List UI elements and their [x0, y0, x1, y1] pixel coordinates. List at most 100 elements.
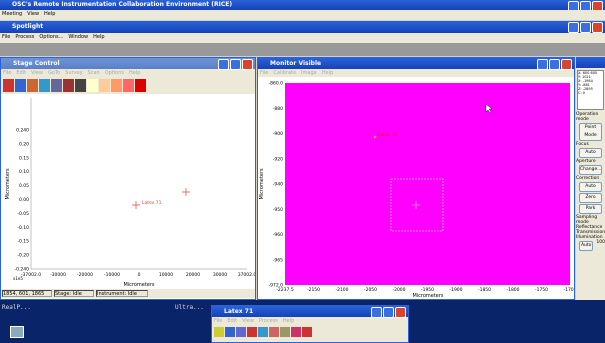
button[interactable]: Park	[579, 204, 602, 214]
button[interactable]: Auto	[579, 148, 602, 158]
readout-line: Y: -881	[578, 83, 590, 87]
menu-item[interactable]: File	[3, 70, 12, 76]
menu-item[interactable]: Meeting	[2, 11, 23, 17]
menu-item[interactable]: Calibrate	[273, 70, 297, 76]
menu-item[interactable]: Scan	[87, 70, 100, 76]
menu-item[interactable]: Help	[93, 34, 105, 40]
label: Sampling mode	[576, 215, 598, 225]
y-tick-label: -972.0	[268, 283, 283, 289]
close[interactable]	[592, 22, 603, 33]
button[interactable]: Auto	[579, 241, 594, 251]
x-scale: x1e5	[13, 276, 23, 281]
stage-title: Stage Control	[13, 60, 60, 67]
stage-titlebar: Stage Control	[1, 58, 255, 70]
close[interactable]	[242, 59, 253, 70]
y-tick-label: -0.05	[17, 211, 29, 217]
label: Focus	[576, 142, 589, 147]
x-tick-label: -2150	[307, 287, 320, 293]
readout-line: X: 600.600	[578, 71, 598, 75]
y-tick-label: -940	[273, 182, 283, 188]
menu-item[interactable]: Window	[68, 34, 89, 40]
window-buttons	[568, 1, 603, 10]
button[interactable]: Zero	[579, 193, 602, 203]
x-tick-label: -1950	[421, 287, 434, 293]
app-titlebar: OSC's Remote Instrumentation Collaborati…	[0, 0, 605, 10]
image	[285, 83, 570, 285]
menu-item[interactable]: Help	[129, 70, 141, 76]
y-tick-label: 0.20	[19, 141, 29, 147]
menu-item[interactable]: File	[214, 318, 223, 324]
menu-item[interactable]: Options...	[39, 34, 64, 40]
dropdown[interactable]: Point Mode	[579, 123, 602, 141]
menu-item[interactable]: Survey	[65, 70, 83, 76]
label: Correction	[576, 176, 600, 181]
latex-menu: File Edit View Process Help	[212, 317, 408, 325]
value: 100	[596, 240, 605, 245]
menu-item[interactable]: Image	[301, 70, 317, 76]
menu-item[interactable]: File	[2, 34, 11, 40]
close[interactable]	[561, 59, 572, 70]
label: Aperture	[576, 159, 596, 164]
menu-item[interactable]: Help	[44, 11, 56, 17]
x-tick-label: 0	[138, 272, 141, 278]
status-instrument: Instrument: Idle	[96, 290, 148, 297]
monitor-plot: Latex 71 Micrometers Micrometers -860.0 -…	[259, 81, 574, 300]
stage-menu: File Edit View GoTo Survey Scan Options Help	[1, 69, 255, 77]
y-tick-label: 0.240	[16, 128, 29, 134]
y-tick-label: 0.00	[19, 197, 29, 203]
y-tick-label: -965	[273, 257, 283, 263]
radio[interactable]: Reflectance	[576, 225, 603, 230]
spotlight-title: Spotlight	[12, 23, 44, 30]
x-tick-label: 10000	[159, 272, 173, 278]
x-tick-label: 37002.0	[238, 272, 255, 278]
x-tick-label: 20000	[186, 272, 200, 278]
stage-toolbar	[1, 77, 255, 94]
monitor-window: Monitor Visible File Calibrate Image Help L…	[257, 57, 575, 300]
button[interactable]: Change...	[579, 165, 602, 175]
close[interactable]	[395, 307, 406, 318]
annotation: Latex 71	[142, 200, 162, 206]
menu-item[interactable]: Process	[258, 318, 278, 324]
x-tick-label: -1900	[449, 287, 462, 293]
menu-item[interactable]: GoTo	[47, 70, 61, 76]
readout-line: X: -1984	[578, 79, 593, 83]
menu-item[interactable]: Edit	[227, 318, 238, 324]
radio[interactable]: Transmission	[576, 230, 605, 235]
annotation: Latex 71	[378, 132, 398, 138]
y-tick-label: -0.240	[14, 267, 29, 273]
menu-item[interactable]: Help	[282, 318, 295, 324]
latex-window: Latex 71 File Edit View Process Help	[211, 305, 409, 343]
monitor-menu: File Calibrate Image Help	[258, 69, 574, 77]
menu-item[interactable]: Process	[15, 34, 35, 40]
mdi-area	[0, 43, 605, 56]
x-tick-label: -1800	[506, 287, 519, 293]
y-label: Micrometers	[259, 168, 265, 199]
status-coords: 1854, 601, 1865	[2, 290, 52, 297]
menu-item[interactable]: File	[260, 70, 269, 76]
control-panel: X: 600.600 Y: 1021 X: -1984 Y: -881 Z: -2895…	[576, 57, 605, 300]
y-tick-label: -900	[273, 131, 283, 137]
x-tick-label: -2237.5	[276, 287, 294, 293]
menu-item[interactable]: View	[27, 11, 40, 17]
status-stage: Stage: Idle	[54, 290, 94, 297]
x-tick-label: -30000	[50, 272, 66, 278]
menu-item[interactable]: View	[242, 318, 254, 324]
label: Operation mode	[576, 112, 599, 122]
desktop-icon[interactable]	[10, 326, 24, 338]
stage-plot: Micrometers Micrometers x1e5 Latex 71 0.…	[5, 98, 255, 288]
latex-title: Latex 71	[224, 308, 254, 315]
menu-item[interactable]: Options	[104, 70, 124, 76]
x-tick-label: -20000	[77, 272, 93, 278]
button[interactable]: Auto	[579, 182, 602, 192]
close[interactable]	[592, 1, 603, 10]
readout-line: C: 0	[578, 91, 585, 95]
monitor-title: Monitor Visible	[270, 60, 322, 67]
y-tick-label: -880	[273, 106, 283, 112]
y-label: Micrometers	[5, 168, 11, 199]
menu-item[interactable]: View	[31, 70, 43, 76]
stage-window: Stage Control File Edit View GoTo Survey Scan…	[0, 57, 256, 300]
menu-item[interactable]: Edit	[16, 70, 27, 76]
menu-item[interactable]: Help	[321, 70, 334, 76]
y-tick-label: -950	[273, 207, 283, 213]
x-label: Micrometers	[123, 282, 154, 288]
